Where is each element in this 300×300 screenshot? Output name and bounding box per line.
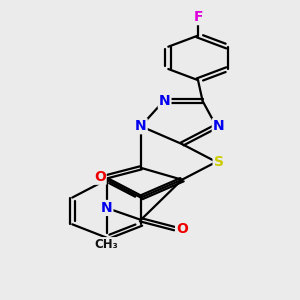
Text: N: N xyxy=(101,201,112,215)
Text: N: N xyxy=(159,94,170,108)
Text: CH₃: CH₃ xyxy=(95,238,118,251)
Text: S: S xyxy=(214,155,224,169)
Text: N: N xyxy=(213,119,224,133)
Text: O: O xyxy=(176,222,188,236)
Text: N: N xyxy=(135,119,147,133)
Text: F: F xyxy=(193,10,203,24)
Text: O: O xyxy=(94,170,106,184)
